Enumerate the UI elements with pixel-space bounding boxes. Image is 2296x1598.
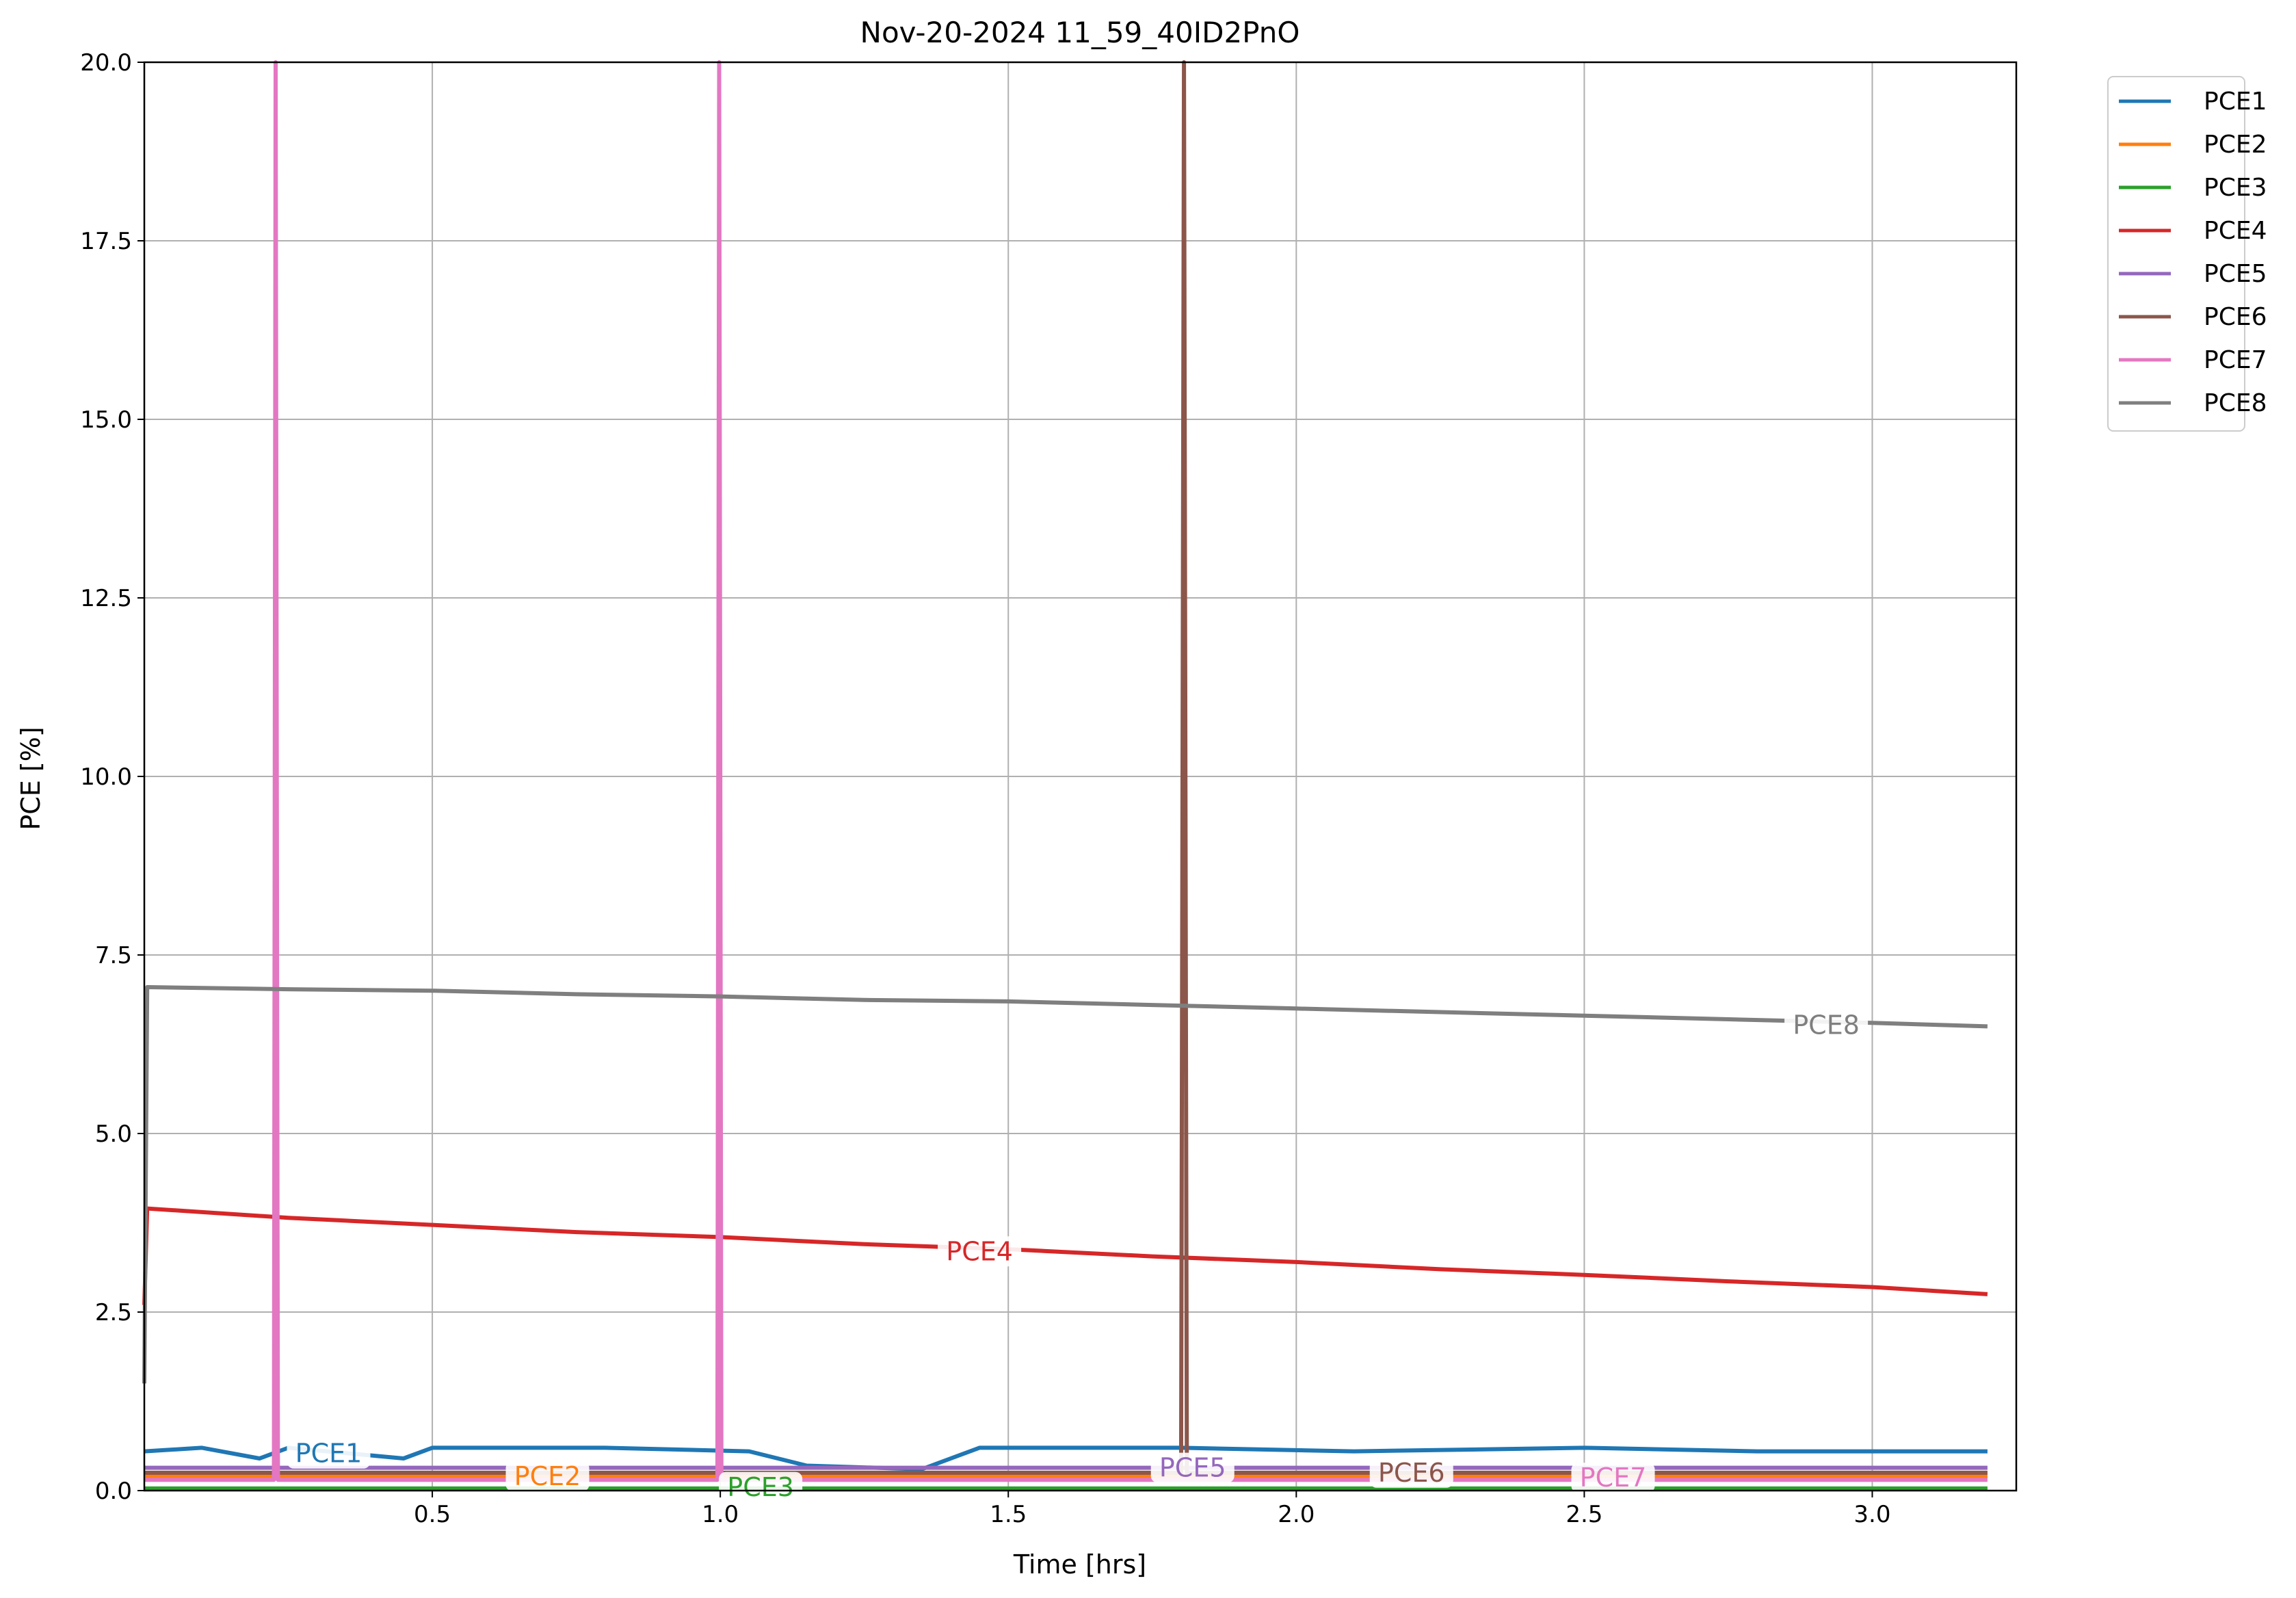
inline-label-pce1: PCE1	[295, 1439, 362, 1469]
y-tick-label: 15.0	[80, 406, 132, 434]
x-tick-label: 0.5	[414, 1501, 451, 1528]
x-tick-label: 2.0	[1278, 1501, 1315, 1528]
y-tick-label: 2.5	[95, 1299, 132, 1326]
inline-label-background	[719, 1471, 803, 1502]
inline-label-pce7: PCE7	[1580, 1463, 1647, 1493]
legend: PCE1 PCE2 PCE3 PCE4 PCE5 PCE6 PCE7 PCE8	[2107, 76, 2267, 432]
y-tick-label: 10.0	[80, 763, 132, 791]
inline-label-pce2: PCE2	[514, 1461, 581, 1491]
inline-label-background	[938, 1236, 1022, 1267]
series-line-pce7	[144, 60, 1988, 1482]
inline-label-background	[1150, 1452, 1235, 1483]
inline-label-pce6: PCE6	[1378, 1458, 1445, 1488]
inline-label-background	[505, 1461, 590, 1492]
legend-label-pce4: PCE4	[2204, 217, 2267, 245]
legend-label-pce7: PCE7	[2204, 346, 2267, 374]
legend-label-pce8: PCE8	[2204, 389, 2267, 417]
inline-label-background	[287, 1438, 371, 1469]
legend-label-pce6: PCE6	[2204, 303, 2267, 331]
inline-label-pce3: PCE3	[727, 1472, 794, 1502]
y-tick-label: 7.5	[95, 942, 132, 969]
chart-title: Nov-20-2024 11_59_40ID2PnO	[860, 16, 1300, 49]
legend-label-pce1: PCE1	[2204, 88, 2267, 116]
inline-label-pce8: PCE8	[1793, 1010, 1860, 1040]
inline-label-pce4: PCE4	[946, 1236, 1013, 1266]
y-axis-label: PCE [%]	[16, 726, 46, 830]
y-tick-label: 17.5	[80, 228, 132, 255]
x-tick-label: 1.5	[990, 1501, 1027, 1528]
legend-label-pce3: PCE3	[2204, 174, 2267, 202]
x-tick-label: 2.5	[1566, 1501, 1602, 1528]
y-tick-label: 0.0	[95, 1478, 132, 1505]
series-line-pce8	[142, 985, 1988, 1384]
legend-label-pce2: PCE2	[2204, 131, 2267, 159]
x-tick-label: 1.0	[702, 1501, 739, 1528]
x-tick-label: 3.0	[1853, 1501, 1890, 1528]
inline-label-background	[1571, 1463, 1655, 1493]
inline-label-background	[1369, 1457, 1453, 1488]
inline-label-pce5: PCE5	[1159, 1453, 1226, 1483]
legend-items: PCE1 PCE2 PCE3 PCE4 PCE5 PCE6 PCE7 PCE8	[2119, 88, 2267, 417]
axis-ticks: 0.5 1.0 1.5 2.0 2.5 3.0 0.0 2.5 5.0 7.5 10.0 12.5 15…	[80, 49, 1890, 1528]
y-tick-label: 20.0	[80, 49, 132, 77]
y-tick-label: 12.5	[80, 585, 132, 612]
legend-label-pce5: PCE5	[2204, 260, 2267, 288]
grid	[144, 62, 2016, 1491]
y-tick-label: 5.0	[95, 1121, 132, 1148]
x-axis-label: Time [hrs]	[1013, 1549, 1146, 1580]
inline-series-labels: PCE1 PCE2 PCE3 PCE4 PCE5 PCE6 PCE7 PCE8	[287, 1010, 1869, 1502]
legend-box	[2107, 76, 2245, 432]
inline-label-background	[1784, 1010, 1869, 1040]
